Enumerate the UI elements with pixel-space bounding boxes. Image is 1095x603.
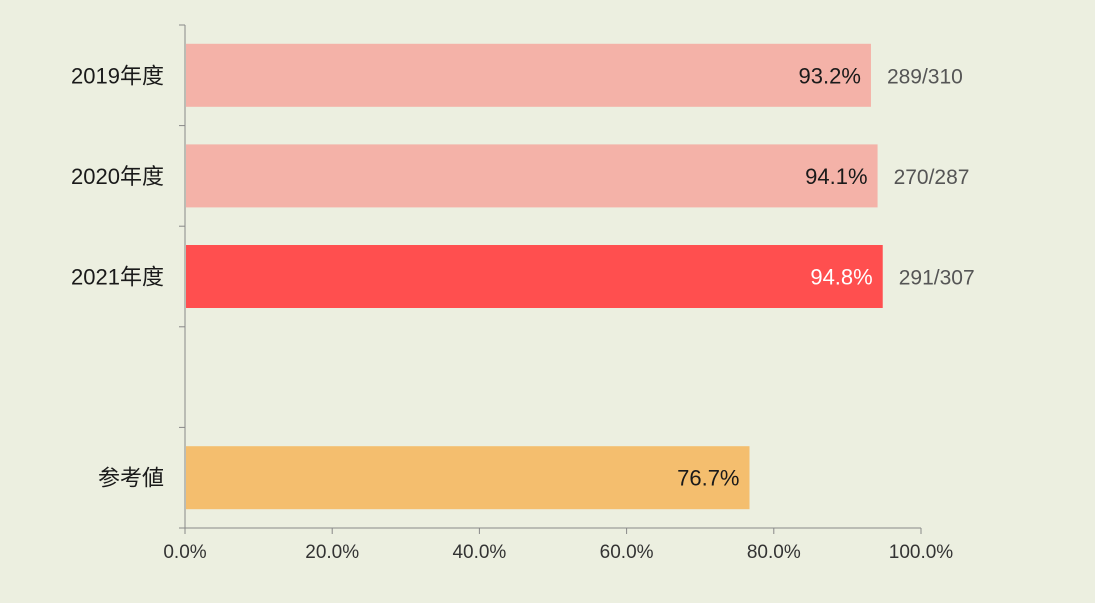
category-label: 2020年度 [71,164,164,189]
bar [186,43,871,107]
x-tick-label: 100.0% [889,542,954,563]
category-label: 2019年度 [71,63,164,88]
data-label: 94.8% [810,265,872,290]
x-tick-label: 0.0% [163,542,206,563]
category-label: 参考値 [98,466,164,491]
bar [186,144,878,208]
bar [186,446,750,510]
labels: 2019年度 93.2% 289/310 2020年度 94.1% 270/287 2021… [71,63,975,490]
bar [186,245,883,308]
x-tick-label: 20.0% [305,542,359,563]
x-tick-label: 60.0% [600,542,654,563]
bars [186,43,883,510]
ratio-label: 270/287 [894,166,970,189]
x-tick-label: 40.0% [452,542,506,563]
category-label: 2021年度 [71,265,164,290]
data-label: 93.2% [799,63,861,88]
data-label: 94.1% [805,164,867,189]
axes: 0.0% 20.0% 40.0% 60.0% 80.0% 100.0% [163,24,954,563]
x-tick-label: 80.0% [747,542,801,563]
ratio-label: 289/310 [887,65,963,88]
ratio-label: 291/307 [899,267,975,290]
data-label: 76.7% [677,466,739,491]
